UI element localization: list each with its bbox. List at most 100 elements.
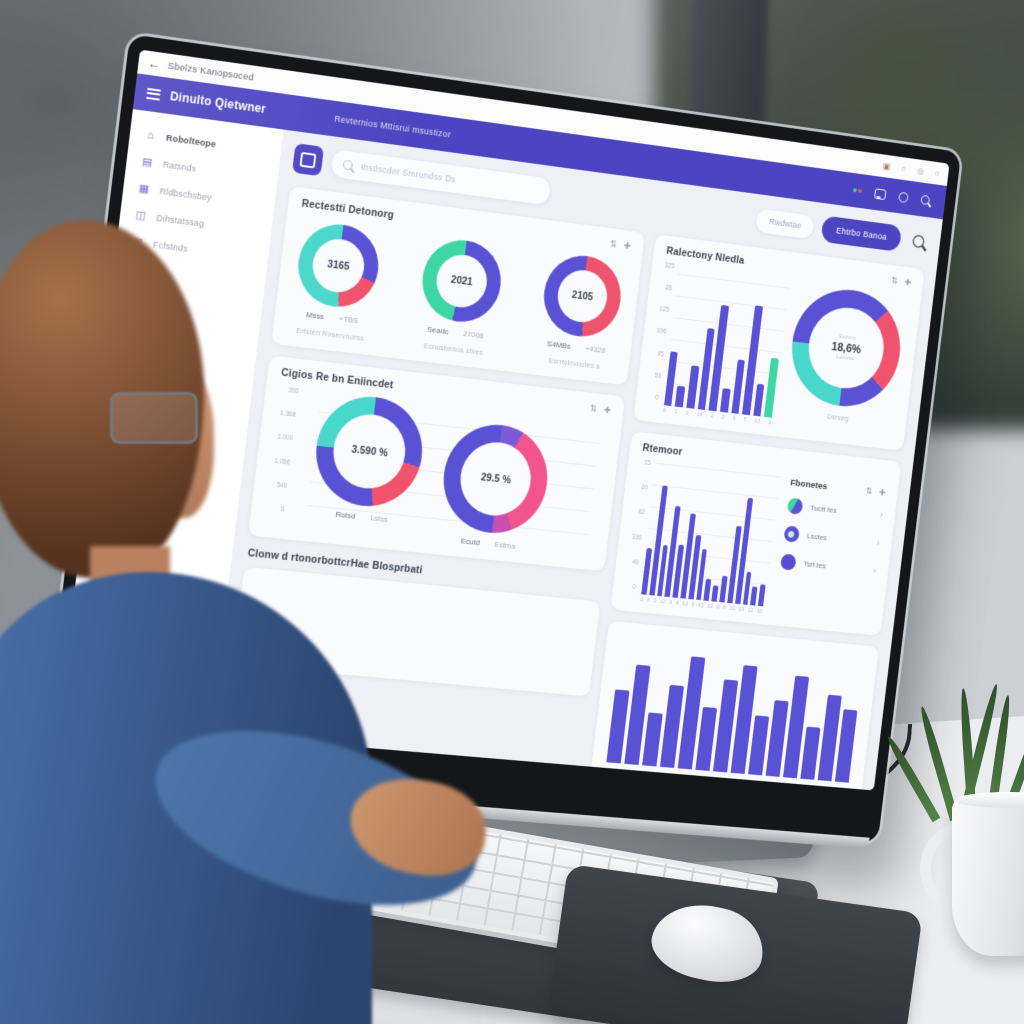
donut-caption: Esrrtvlnvnotes s bbox=[548, 356, 601, 371]
bar bbox=[703, 579, 712, 602]
axis-label: 51 bbox=[654, 372, 662, 380]
add-icon[interactable]: ✚ bbox=[603, 404, 612, 415]
chart-icon: ▦ bbox=[138, 182, 150, 196]
donut-label: Ecutd bbox=[460, 536, 481, 548]
donut-value: 2105 bbox=[571, 289, 594, 304]
glasses bbox=[110, 392, 198, 444]
axis-label: 8 bbox=[675, 600, 679, 607]
sort-icon[interactable]: ⇅ bbox=[589, 402, 598, 414]
card-title: Rtemoor bbox=[641, 442, 684, 458]
axis-label: 12 bbox=[729, 605, 736, 613]
back-arrow-icon[interactable]: ← bbox=[147, 55, 161, 72]
search-input[interactable] bbox=[358, 160, 540, 197]
add-icon[interactable]: ✚ bbox=[878, 487, 887, 498]
axis-label: 3 bbox=[668, 599, 673, 606]
axis-label: 8 bbox=[716, 604, 720, 611]
bar bbox=[719, 387, 731, 413]
bar-chart bbox=[605, 630, 866, 783]
legend-title: Fbonetes bbox=[789, 477, 828, 493]
axis-label: 95 bbox=[656, 350, 665, 358]
donut-sublabel: Lsuvtss bbox=[835, 354, 855, 363]
donut-caption: Ertsten Roservnorss bbox=[295, 325, 365, 343]
message-icon bbox=[299, 151, 317, 169]
search-icon[interactable] bbox=[920, 194, 931, 206]
axis-label: 0 bbox=[640, 597, 644, 604]
legend-panel: Fbonetes ⇅ ✚ Tuctt tes › bbox=[775, 476, 886, 592]
box-icon: ◫ bbox=[135, 209, 147, 223]
legend-item[interactable]: Tsrt.tes › bbox=[779, 553, 877, 579]
axis-label: 8 bbox=[691, 602, 695, 609]
legend-item[interactable]: Tuctt tes › bbox=[786, 497, 884, 523]
bar bbox=[753, 383, 765, 417]
axis-label: 13 bbox=[738, 606, 745, 613]
axis-label: 0 bbox=[631, 583, 636, 591]
series-icon bbox=[783, 525, 801, 543]
primary-action-button[interactable]: Ehtrbo Banoa bbox=[820, 215, 903, 252]
bar bbox=[719, 575, 728, 603]
home-icon: ⌂ bbox=[146, 128, 155, 142]
grid-icon[interactable]: ▣ bbox=[882, 160, 891, 171]
sort-icon[interactable]: ⇅ bbox=[865, 486, 873, 497]
donut-label: Msss bbox=[305, 310, 325, 322]
bar bbox=[675, 385, 686, 408]
bar-legend-card: Rtemoor 15 10 82 336 49 0 0 8 3 12 3 8 12 8 13 12 8 8 12 1… bbox=[610, 431, 902, 636]
donut-chart: 3165 Msss +TBS Ertsten Roservnorss bbox=[290, 219, 383, 344]
axis-label: 3 bbox=[768, 420, 772, 427]
bar bbox=[758, 584, 766, 607]
donut-chart: 29.5 % Ecutd Estma bbox=[436, 419, 554, 553]
app-subtitle: Revternios Mttisrui msustizor bbox=[333, 113, 452, 140]
compose-button[interactable] bbox=[291, 143, 325, 177]
user-icon[interactable] bbox=[898, 191, 909, 203]
donut-detail-card: Cigios Re bn Eniincdet ⇅ ✚ 200 1.368 1.000 1… bbox=[248, 355, 626, 572]
axis-label: 12 bbox=[747, 607, 754, 614]
axis-label: 13 bbox=[754, 418, 761, 425]
axis-label: 5 bbox=[732, 416, 736, 423]
donut-value: 2021 bbox=[450, 273, 474, 289]
sort-icon[interactable]: ⇅ bbox=[609, 238, 618, 249]
sort-icon[interactable]: ⇅ bbox=[890, 275, 899, 286]
record-icon[interactable]: ◎ bbox=[916, 165, 925, 176]
rows-icon: ▤ bbox=[141, 155, 154, 169]
secondary-button[interactable]: Rwdwtae bbox=[755, 207, 816, 240]
legend-item[interactable]: Lsctes › bbox=[783, 525, 880, 551]
bar bbox=[800, 726, 821, 780]
axis-label: 200 bbox=[287, 387, 299, 396]
add-icon[interactable]: ✚ bbox=[903, 276, 912, 287]
donut-label: Rotsd bbox=[335, 509, 356, 521]
axis-label: 1.368 bbox=[279, 410, 297, 419]
add-icon[interactable]: ✚ bbox=[623, 240, 632, 251]
chevron-right-icon: › bbox=[872, 565, 877, 577]
search-icon[interactable] bbox=[912, 234, 926, 249]
app-name: Dinulto Qietwner bbox=[169, 89, 267, 117]
status-dots-icon[interactable] bbox=[852, 188, 863, 194]
series-icon bbox=[786, 497, 804, 515]
axis-label: 49 bbox=[631, 558, 639, 566]
hamburger-menu-icon[interactable] bbox=[146, 87, 162, 101]
circle-icon[interactable]: ○ bbox=[900, 163, 907, 174]
donut-caption: Ecnusbenos stves bbox=[423, 341, 484, 357]
donut-value: 3.590 % bbox=[350, 443, 389, 460]
axis-label: 28 bbox=[664, 284, 673, 293]
search-icon bbox=[342, 159, 354, 171]
axis-label: 8 bbox=[662, 408, 667, 415]
sidebar-item-label: Rldbschsbey bbox=[159, 185, 213, 203]
circle-icon[interactable]: ○ bbox=[934, 168, 941, 179]
sidebar-item-label: Robolteope bbox=[165, 132, 217, 149]
donut-label: 27008 bbox=[462, 329, 485, 341]
axis-label: 13 bbox=[696, 411, 703, 419]
axis-label: 2 bbox=[685, 410, 689, 417]
axis-label: 106 bbox=[656, 328, 667, 336]
person-hair bbox=[0, 220, 204, 578]
legend-label: Tsrt.tes bbox=[803, 559, 827, 571]
donut-label: +4328 bbox=[584, 343, 606, 355]
chat-icon[interactable] bbox=[874, 187, 887, 200]
axis-label: 336 bbox=[631, 533, 642, 542]
axis-label: 12 bbox=[756, 608, 763, 615]
legend-label: Lsctes bbox=[806, 531, 828, 543]
axis-label: 12 bbox=[659, 599, 666, 606]
axis-label: 125 bbox=[658, 306, 670, 314]
sidebar-item-label: Dihstatssag bbox=[155, 212, 205, 229]
axis-label: 10 bbox=[640, 484, 648, 492]
axis-label: 0 bbox=[654, 394, 659, 402]
